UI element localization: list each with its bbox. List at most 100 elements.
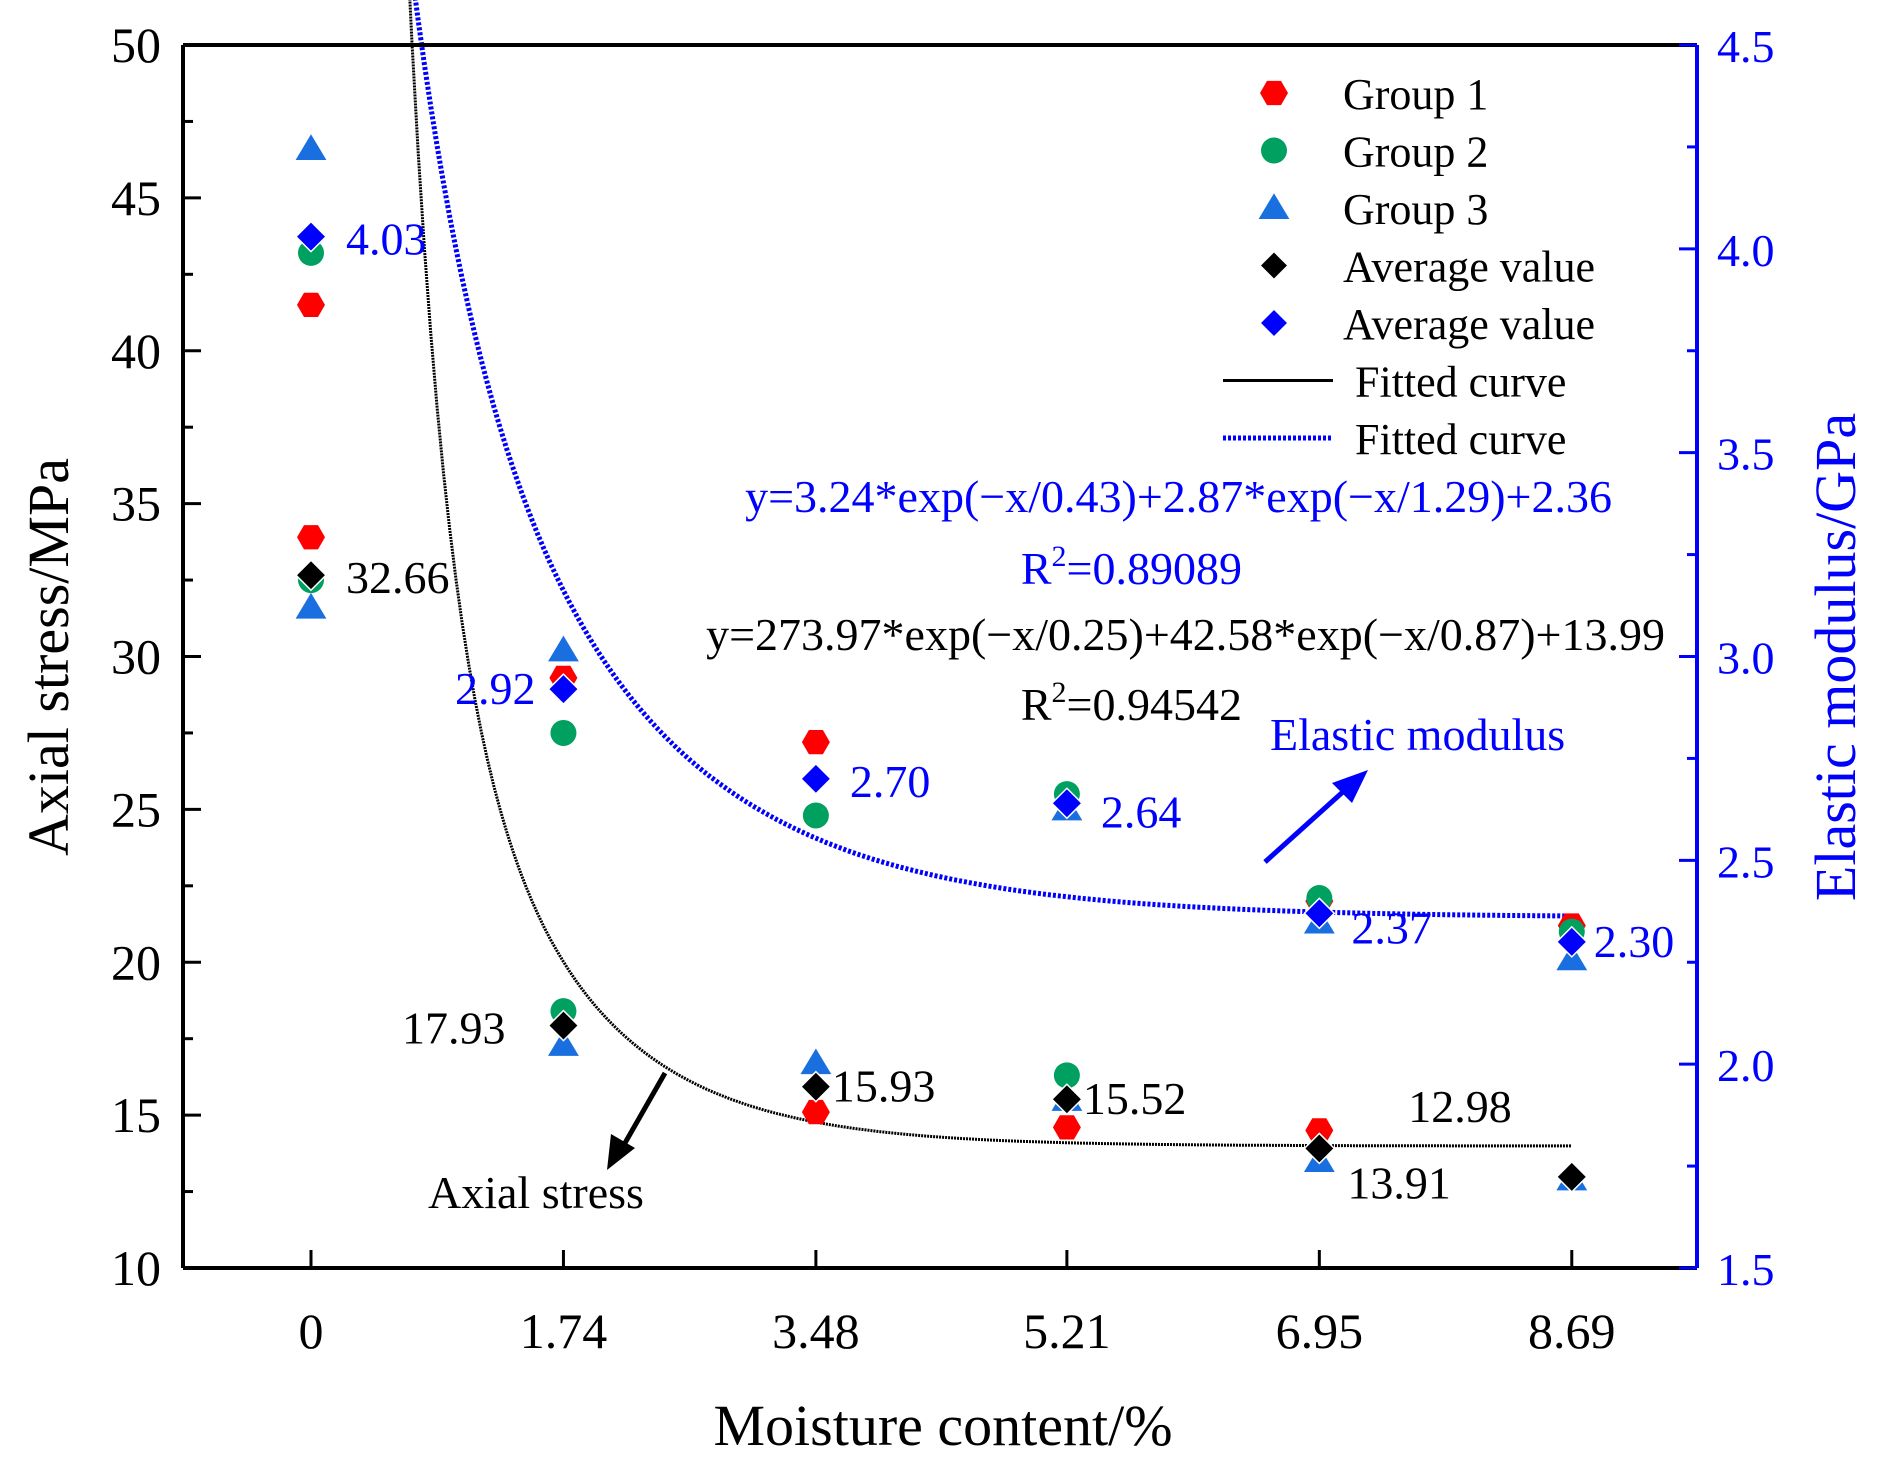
group-3-marker: [295, 134, 327, 160]
modulus-avg-marker: [547, 673, 580, 706]
left-tick-label: 30: [111, 629, 161, 685]
modulus-fit-r2: R2=0.89089: [1021, 540, 1242, 594]
r2-prefix: R: [1021, 543, 1052, 594]
modulus-value-label: 2.92: [455, 663, 536, 714]
legend-marker-swatch: [1258, 193, 1290, 220]
legend-label: Average value: [1343, 243, 1595, 292]
r2-prefix: R: [1021, 679, 1052, 730]
stress-avg-marker: [799, 1070, 832, 1103]
x-tick-label: 6.95: [1276, 1303, 1364, 1359]
legend-marker-swatch: [1261, 137, 1287, 164]
r2-value: =0.94542: [1067, 679, 1242, 730]
legend-label: Average value: [1343, 300, 1595, 349]
right-tick-label: 1.5: [1717, 1244, 1775, 1295]
r2-superscript: 2: [1052, 676, 1067, 709]
stress-value-label: 32.66: [346, 552, 450, 603]
right-tick-label: 4.5: [1717, 21, 1775, 72]
group-3-marker: [548, 1030, 579, 1056]
x-tick-label: 1.74: [520, 1303, 608, 1359]
right-tick-label: 2.5: [1717, 836, 1775, 887]
legend-label: Fitted curve: [1355, 358, 1566, 407]
right-axis-title: Elastic modulus/GPa: [1803, 413, 1868, 901]
axial-stress-annotation: Axial stress: [428, 1167, 644, 1218]
left-tick-label: 40: [111, 323, 161, 379]
right-tick-label: 4.0: [1717, 225, 1775, 276]
stress-value-label: 15.93: [832, 1061, 936, 1112]
group-2-marker: [802, 802, 829, 829]
modulus-value-label: 2.30: [1594, 916, 1675, 967]
elastic-modulus-arrowhead: [1332, 770, 1368, 803]
legend-label: Fitted curve: [1355, 415, 1566, 464]
r2-superscript: 2: [1052, 540, 1067, 573]
x-tick-label: 0: [299, 1303, 324, 1359]
modulus-avg-marker: [294, 220, 328, 253]
group-2-marker: [1053, 1062, 1080, 1089]
stress-avg-marker: [294, 559, 328, 592]
data-labels: 32.66 17.93 15.93 15.52 13.91 12.98 4.03 2.92 2.…: [346, 214, 1674, 1209]
modulus-avg-marker: [1050, 787, 1083, 820]
stress-value-label: 12.98: [1408, 1081, 1512, 1132]
legend-label: Group 3: [1343, 185, 1488, 234]
stress-value-label: 15.52: [1083, 1073, 1187, 1124]
stress-fit-equation: y=273.97*exp(−x/0.25)+42.58*exp(−x/0.87)…: [706, 609, 1665, 660]
left-tick-label: 20: [111, 934, 161, 990]
group-1-marker: [297, 292, 325, 317]
legend-label: Group 1: [1343, 70, 1488, 119]
group-1-marker: [801, 730, 830, 755]
group-1-marker: [297, 525, 325, 550]
axes: 10 15 20 25 30 35 40 45 50 1.5 2.0 2.5 3.0 3.5 4.0 4.5 0…: [16, 17, 1868, 1458]
r2-value: =0.89089: [1067, 543, 1242, 594]
stress-avg-marker: [1050, 1083, 1083, 1116]
group-2-marker: [550, 719, 577, 746]
elastic-modulus-arrow: [1263, 788, 1347, 864]
x-tick-label: 5.21: [1023, 1303, 1111, 1359]
stress-avg-marker: [1555, 1160, 1588, 1193]
x-tick-label: 8.69: [1528, 1303, 1616, 1359]
stress-fit-r2: R2=0.94542: [1021, 676, 1242, 730]
modulus-avg-marker: [1555, 925, 1588, 958]
left-tick-label: 25: [111, 781, 161, 837]
legend: Group 1 Group 2 Group 3 Average value Averag…: [1223, 70, 1595, 464]
left-tick-label: 45: [111, 170, 161, 226]
group-3-marker: [295, 592, 327, 619]
elastic-modulus-annotation: Elastic modulus: [1270, 709, 1565, 760]
annotations: y=3.24*exp(−x/0.43)+2.87*exp(−x/1.29)+2.…: [428, 471, 1665, 1218]
left-tick-label: 10: [111, 1240, 161, 1296]
legend-marker-swatch: [1258, 250, 1290, 281]
stress-value-label: 17.93: [402, 1003, 506, 1054]
modulus-fitted-curve: [412, 0, 1572, 919]
modulus-value-label: 2.37: [1351, 902, 1432, 953]
modulus-avg-marker: [1303, 897, 1336, 930]
modulus-avg-marker: [799, 762, 832, 795]
group-1-marker: [1305, 1118, 1334, 1143]
left-tick-label: 35: [111, 476, 161, 532]
x-tick-label: 3.48: [772, 1303, 860, 1359]
modulus-fit-equation: y=3.24*exp(−x/0.43)+2.87*exp(−x/1.29)+2.…: [745, 471, 1612, 522]
stress-avg-marker: [547, 1009, 580, 1042]
left-axis-title: Axial stress/MPa: [16, 458, 81, 856]
stress-avg-marker: [1303, 1132, 1336, 1165]
stress-fitted-curve: [408, 0, 1572, 1148]
stress-value-label: 13.91: [1347, 1157, 1451, 1208]
data-markers: [294, 134, 1588, 1193]
left-tick-label: 50: [111, 17, 161, 73]
left-tick-label: 15: [111, 1087, 161, 1143]
right-tick-label: 3.0: [1717, 633, 1775, 684]
axial-stress-arrowhead: [607, 1134, 635, 1170]
modulus-value-label: 2.70: [850, 756, 931, 807]
group-1-marker: [1052, 1115, 1081, 1140]
modulus-value-label: 2.64: [1101, 786, 1182, 837]
legend-label: Group 2: [1343, 128, 1488, 177]
legend-marker-swatch: [1260, 80, 1288, 106]
right-tick-label: 2.0: [1717, 1040, 1775, 1091]
x-axis-title: Moisture content/%: [713, 1393, 1172, 1458]
modulus-value-label: 4.03: [346, 214, 427, 265]
right-tick-label: 3.5: [1717, 429, 1775, 480]
legend-marker-swatch: [1258, 307, 1290, 339]
axial-stress-arrow: [622, 1071, 668, 1145]
group-2-marker: [298, 239, 324, 266]
group-3-marker: [548, 635, 579, 662]
group-3-marker: [800, 1048, 832, 1075]
group-1-marker: [801, 1099, 830, 1125]
